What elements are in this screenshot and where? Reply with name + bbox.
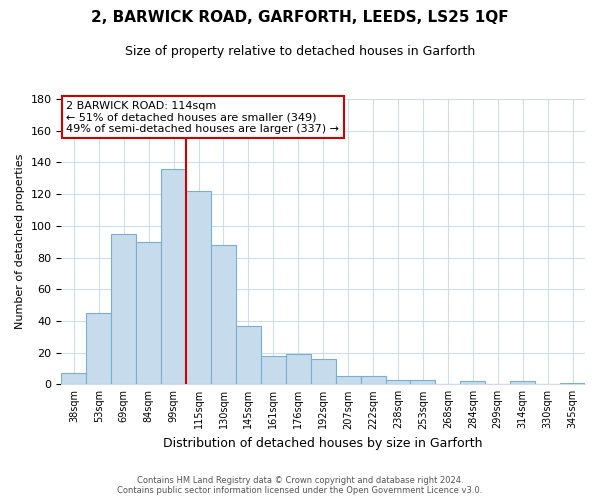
Bar — [560, 382, 585, 384]
Bar — [161, 168, 186, 384]
Bar — [111, 234, 136, 384]
Bar — [386, 380, 410, 384]
Bar — [261, 356, 286, 384]
Text: Contains HM Land Registry data © Crown copyright and database right 2024.
Contai: Contains HM Land Registry data © Crown c… — [118, 476, 482, 495]
Y-axis label: Number of detached properties: Number of detached properties — [15, 154, 25, 330]
Bar — [86, 313, 111, 384]
Bar — [460, 381, 485, 384]
Text: Size of property relative to detached houses in Garforth: Size of property relative to detached ho… — [125, 45, 475, 58]
Bar — [211, 245, 236, 384]
X-axis label: Distribution of detached houses by size in Garforth: Distribution of detached houses by size … — [163, 437, 483, 450]
Bar — [311, 359, 335, 384]
Bar — [335, 376, 361, 384]
Bar — [286, 354, 311, 384]
Bar — [61, 373, 86, 384]
Text: 2 BARWICK ROAD: 114sqm
← 51% of detached houses are smaller (349)
49% of semi-de: 2 BARWICK ROAD: 114sqm ← 51% of detached… — [67, 100, 340, 134]
Bar — [510, 381, 535, 384]
Bar — [186, 191, 211, 384]
Bar — [410, 380, 436, 384]
Bar — [236, 326, 261, 384]
Text: 2, BARWICK ROAD, GARFORTH, LEEDS, LS25 1QF: 2, BARWICK ROAD, GARFORTH, LEEDS, LS25 1… — [91, 10, 509, 25]
Bar — [361, 376, 386, 384]
Bar — [136, 242, 161, 384]
